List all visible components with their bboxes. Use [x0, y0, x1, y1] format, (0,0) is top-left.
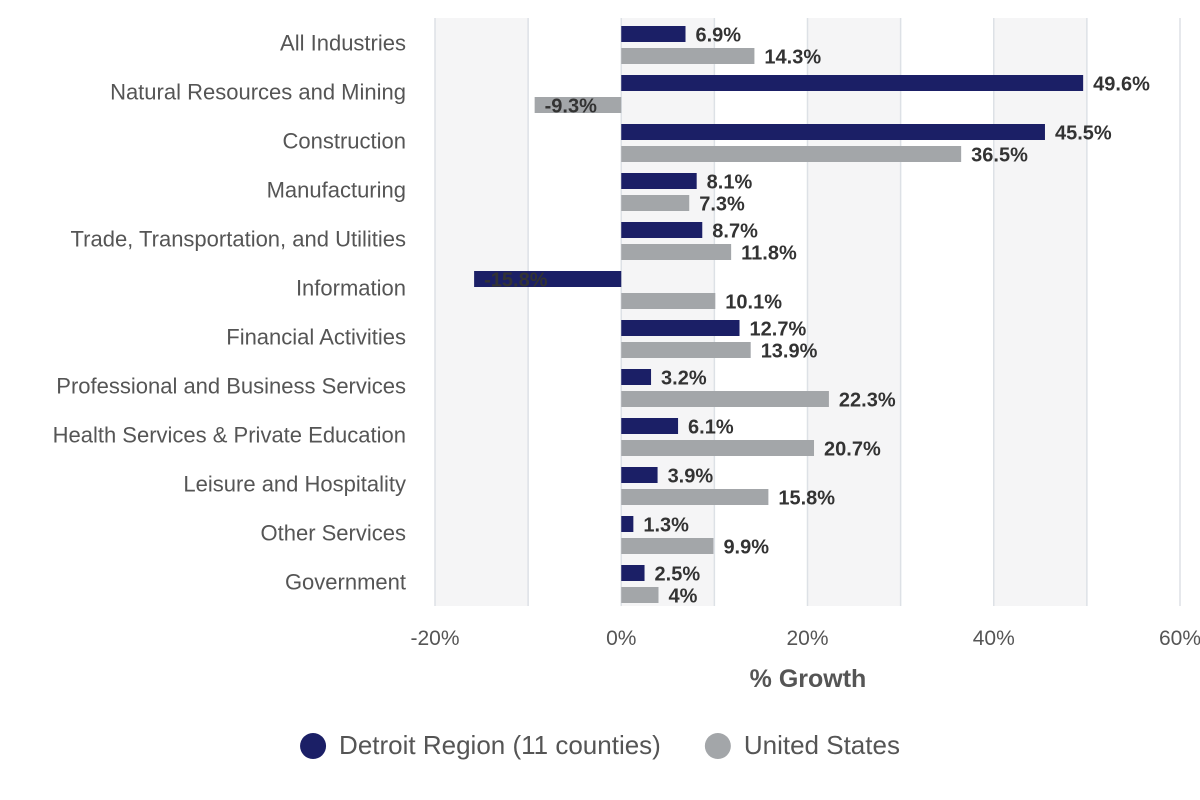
bar-us	[621, 244, 732, 260]
data-label-us: 13.9%	[761, 340, 818, 362]
bar-us	[621, 146, 962, 162]
bar-detroit	[621, 418, 679, 434]
data-label-us: 36.5%	[971, 144, 1028, 166]
data-label-us: 20.7%	[824, 438, 881, 460]
category-label: Manufacturing	[267, 177, 406, 202]
category-labels: All Industries Natural Resources and Mini…	[53, 30, 406, 594]
category-label: Information	[296, 275, 406, 300]
category-label: Construction	[282, 128, 406, 153]
category-label: All Industries	[280, 30, 406, 55]
bar-detroit	[621, 124, 1045, 140]
data-label-us: 14.3%	[764, 46, 821, 68]
bar-detroit	[621, 467, 658, 483]
plot-band	[993, 18, 1087, 606]
x-axis-title: % Growth	[750, 665, 867, 693]
data-label-us: 4%	[669, 585, 698, 607]
data-label-detroit: 6.9%	[696, 24, 742, 46]
data-label-detroit: 8.7%	[712, 220, 758, 242]
bar-us	[621, 48, 755, 64]
bar-detroit	[474, 271, 622, 287]
bar-detroit	[621, 75, 1084, 91]
bar-detroit	[621, 222, 703, 238]
plot-bands	[435, 18, 1087, 606]
category-label: Health Services & Private Education	[53, 422, 406, 447]
bar-us	[621, 195, 690, 211]
legend-marker	[300, 733, 327, 759]
category-label: Leisure and Hospitality	[183, 471, 406, 496]
bar-us	[621, 342, 751, 358]
data-label-detroit: 3.9%	[668, 465, 714, 487]
data-label-us: -9.3%	[545, 95, 597, 117]
data-label-us: 9.9%	[723, 536, 769, 558]
bar-us	[621, 587, 659, 603]
bar-us	[621, 293, 716, 309]
x-tick-label: -20%	[410, 627, 459, 650]
data-label-detroit: 3.2%	[661, 367, 707, 389]
data-label-detroit: 45.5%	[1055, 122, 1112, 144]
data-labels: 6.9% 14.3% 49.6% -9.3% 45.5% 36.5% 8.1%7.3% 8.7…	[484, 24, 1150, 607]
bar-detroit	[621, 516, 634, 532]
category-label: Government	[285, 569, 406, 594]
legend-label: United States	[744, 730, 900, 760]
category-label: Professional and Business Services	[56, 373, 406, 398]
x-tick-label: 60%	[1159, 627, 1200, 650]
category-label: Other Services	[261, 520, 407, 545]
legend-item[interactable]: Detroit Region (11 counties)	[300, 730, 661, 760]
bar-detroit	[621, 565, 645, 581]
bars	[474, 26, 1084, 603]
plot-band	[621, 18, 715, 606]
data-label-detroit: 8.1%	[707, 171, 753, 193]
legend-marker	[704, 733, 731, 759]
plot-band	[435, 18, 529, 606]
bar-us	[621, 489, 769, 505]
category-label: Trade, Transportation, and Utilities	[71, 226, 406, 251]
category-label: Natural Resources and Mining	[110, 79, 406, 104]
legend: Detroit Region (11 counties) United State…	[300, 730, 900, 760]
x-tick-label: 0%	[606, 627, 636, 650]
x-tick-label: 20%	[786, 627, 828, 650]
bar-us	[621, 440, 815, 456]
bar-us	[621, 391, 829, 407]
data-label-detroit: -15.8%	[484, 269, 548, 291]
data-label-us: 15.8%	[778, 487, 835, 509]
gridlines	[434, 18, 1181, 606]
data-label-us: 7.3%	[699, 193, 745, 215]
bar-detroit	[621, 320, 740, 336]
category-label: Financial Activities	[226, 324, 406, 349]
plot-band	[807, 18, 901, 606]
data-label-us: 11.8%	[741, 242, 797, 264]
bar-us	[621, 538, 714, 554]
legend-label: Detroit Region (11 counties)	[339, 730, 661, 760]
bar-us	[534, 97, 622, 113]
bar-detroit	[621, 173, 697, 189]
data-label-detroit: 12.7%	[750, 318, 807, 340]
data-label-detroit: 6.1%	[688, 416, 734, 438]
data-label-us: 22.3%	[839, 389, 896, 411]
x-tick-labels: -20% 0% 20% 40% 60%	[410, 627, 1200, 650]
legend-item[interactable]: United States	[704, 730, 900, 760]
data-label-detroit: 49.6%	[1093, 73, 1150, 95]
bar-detroit	[621, 26, 686, 42]
data-label-detroit: 2.5%	[655, 563, 701, 585]
data-label-detroit: 1.3%	[643, 514, 689, 536]
data-label-us: 10.1%	[725, 291, 782, 313]
bar-detroit	[621, 369, 652, 385]
x-tick-label: 40%	[973, 627, 1015, 650]
